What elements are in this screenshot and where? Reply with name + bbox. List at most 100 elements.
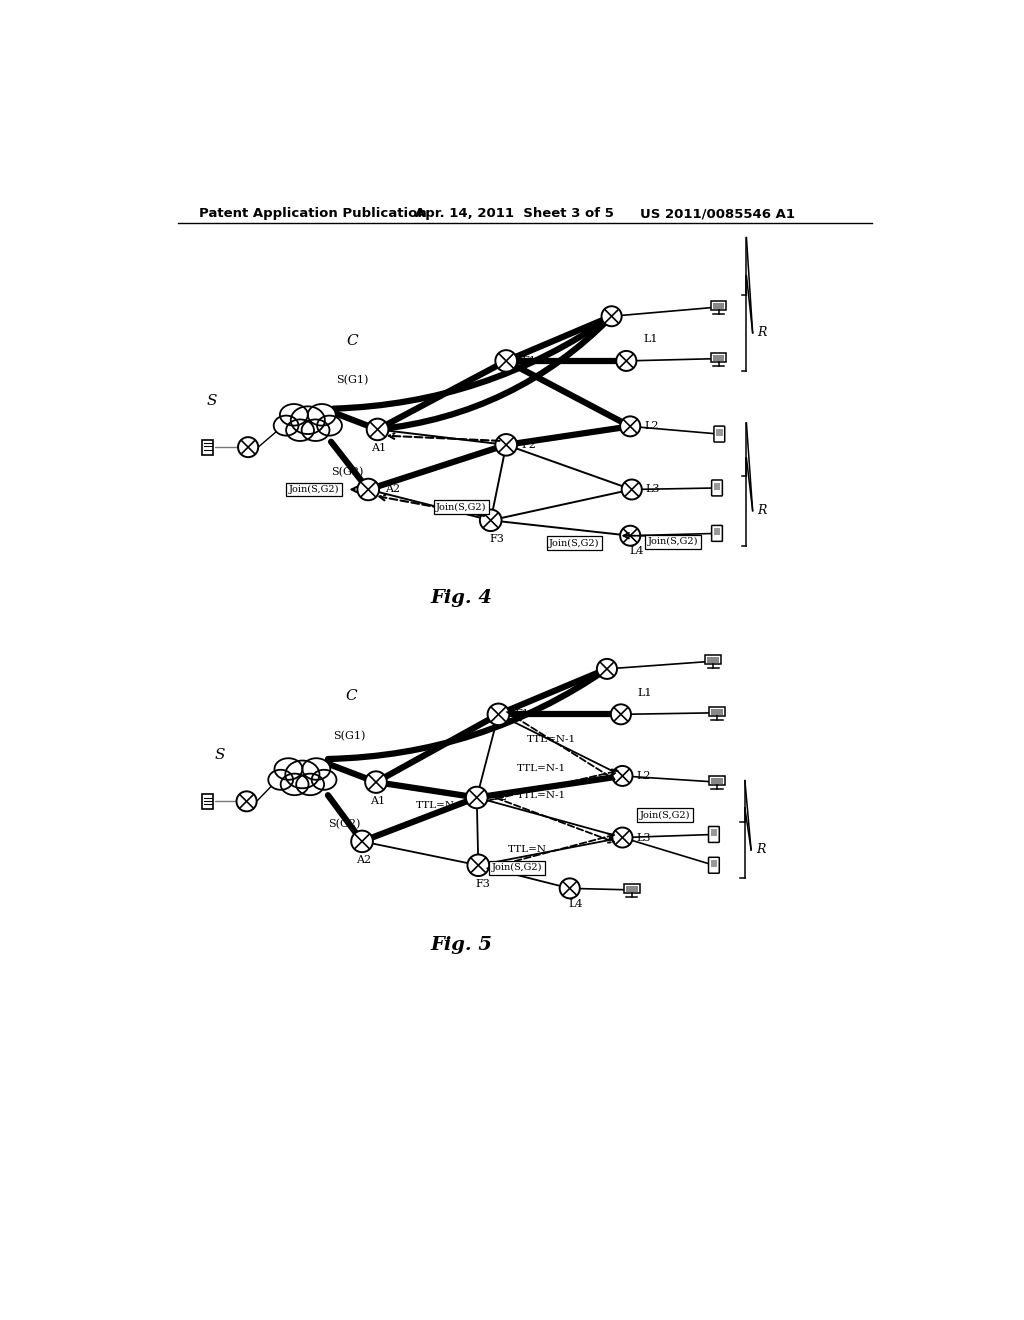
Text: US 2011/0085546 A1: US 2011/0085546 A1 (640, 207, 795, 220)
Circle shape (621, 525, 640, 545)
Ellipse shape (286, 760, 319, 788)
Text: F1: F1 (521, 356, 537, 366)
Text: TTL=N-1: TTL=N-1 (527, 735, 577, 744)
FancyBboxPatch shape (714, 528, 720, 535)
Text: S(G2): S(G2) (331, 467, 364, 478)
Circle shape (616, 351, 636, 371)
Text: R: R (756, 843, 765, 857)
Ellipse shape (286, 420, 314, 441)
Circle shape (466, 787, 487, 808)
Circle shape (621, 416, 640, 437)
Text: L2: L2 (644, 421, 658, 432)
FancyBboxPatch shape (714, 426, 725, 442)
Text: L1: L1 (643, 334, 657, 343)
Text: Join(S,G2): Join(S,G2) (549, 539, 600, 548)
Text: S: S (207, 393, 217, 408)
Text: L1: L1 (637, 688, 651, 698)
Text: F1: F1 (514, 709, 528, 719)
FancyBboxPatch shape (709, 826, 719, 842)
Text: Join(S,G2): Join(S,G2) (640, 810, 690, 820)
Text: L4: L4 (629, 546, 644, 556)
FancyBboxPatch shape (708, 657, 719, 663)
Ellipse shape (291, 407, 325, 434)
Text: F2: F2 (521, 440, 537, 450)
Circle shape (612, 828, 633, 847)
Circle shape (237, 792, 257, 812)
FancyBboxPatch shape (711, 301, 726, 310)
Circle shape (496, 434, 517, 455)
Text: F3: F3 (489, 533, 505, 544)
Text: A2: A2 (385, 484, 400, 495)
Circle shape (487, 704, 509, 725)
Text: L3: L3 (646, 484, 660, 495)
Circle shape (622, 479, 642, 499)
Text: TTL=N-1: TTL=N-1 (517, 792, 566, 800)
FancyBboxPatch shape (624, 884, 640, 892)
Text: Fig. 4: Fig. 4 (430, 590, 493, 607)
Ellipse shape (281, 774, 308, 795)
Text: L4: L4 (568, 899, 584, 909)
FancyBboxPatch shape (626, 886, 638, 892)
Ellipse shape (302, 758, 331, 780)
Circle shape (480, 510, 502, 531)
Circle shape (357, 479, 379, 500)
FancyBboxPatch shape (712, 480, 722, 496)
FancyBboxPatch shape (709, 708, 725, 715)
Text: R: R (758, 326, 767, 339)
Text: TTL=N: TTL=N (508, 845, 547, 854)
Text: F3: F3 (475, 879, 490, 888)
Text: L2: L2 (636, 771, 651, 781)
FancyBboxPatch shape (713, 304, 724, 309)
Text: Patent Application Publication: Patent Application Publication (200, 207, 427, 220)
Ellipse shape (280, 404, 308, 425)
FancyBboxPatch shape (203, 440, 213, 455)
FancyBboxPatch shape (711, 829, 717, 837)
Circle shape (351, 830, 373, 853)
FancyBboxPatch shape (709, 857, 719, 874)
Circle shape (601, 306, 622, 326)
Text: A1: A1 (372, 444, 387, 453)
Text: Join(S,G2): Join(S,G2) (647, 537, 698, 546)
FancyBboxPatch shape (709, 776, 725, 785)
FancyBboxPatch shape (712, 525, 722, 541)
Text: A1: A1 (370, 796, 385, 805)
Ellipse shape (311, 770, 337, 789)
Ellipse shape (274, 758, 302, 780)
Ellipse shape (268, 770, 293, 789)
Text: Join(S,G2): Join(S,G2) (436, 503, 486, 512)
FancyBboxPatch shape (714, 483, 720, 490)
Text: Join(S,G2): Join(S,G2) (492, 863, 543, 873)
FancyBboxPatch shape (711, 352, 726, 362)
Text: C: C (345, 689, 356, 702)
Text: Apr. 14, 2011  Sheet 3 of 5: Apr. 14, 2011 Sheet 3 of 5 (415, 207, 613, 220)
Circle shape (467, 854, 489, 876)
Ellipse shape (296, 774, 324, 795)
Text: S(G2): S(G2) (328, 820, 360, 829)
Text: S: S (215, 748, 225, 762)
Ellipse shape (317, 416, 342, 436)
Text: Fig. 5: Fig. 5 (430, 936, 493, 954)
Ellipse shape (273, 416, 299, 436)
Circle shape (597, 659, 617, 678)
Circle shape (366, 771, 387, 793)
FancyBboxPatch shape (706, 655, 721, 664)
Text: S(G1): S(G1) (334, 731, 366, 741)
Circle shape (612, 766, 633, 785)
Text: F2: F2 (493, 792, 507, 803)
Text: S(G1): S(G1) (336, 375, 368, 385)
Text: TTL=N: TTL=N (417, 801, 456, 809)
Circle shape (560, 878, 580, 899)
Circle shape (611, 705, 631, 725)
FancyBboxPatch shape (711, 709, 723, 715)
FancyBboxPatch shape (711, 779, 723, 784)
Text: R: R (758, 504, 767, 517)
Text: TTL=N-1: TTL=N-1 (517, 764, 566, 772)
Text: C: C (346, 334, 358, 348)
Circle shape (496, 350, 517, 372)
Text: Join(S,G2): Join(S,G2) (289, 484, 339, 494)
Circle shape (238, 437, 258, 457)
Ellipse shape (308, 404, 336, 425)
FancyBboxPatch shape (716, 429, 723, 436)
FancyBboxPatch shape (711, 859, 717, 867)
FancyBboxPatch shape (203, 793, 213, 809)
